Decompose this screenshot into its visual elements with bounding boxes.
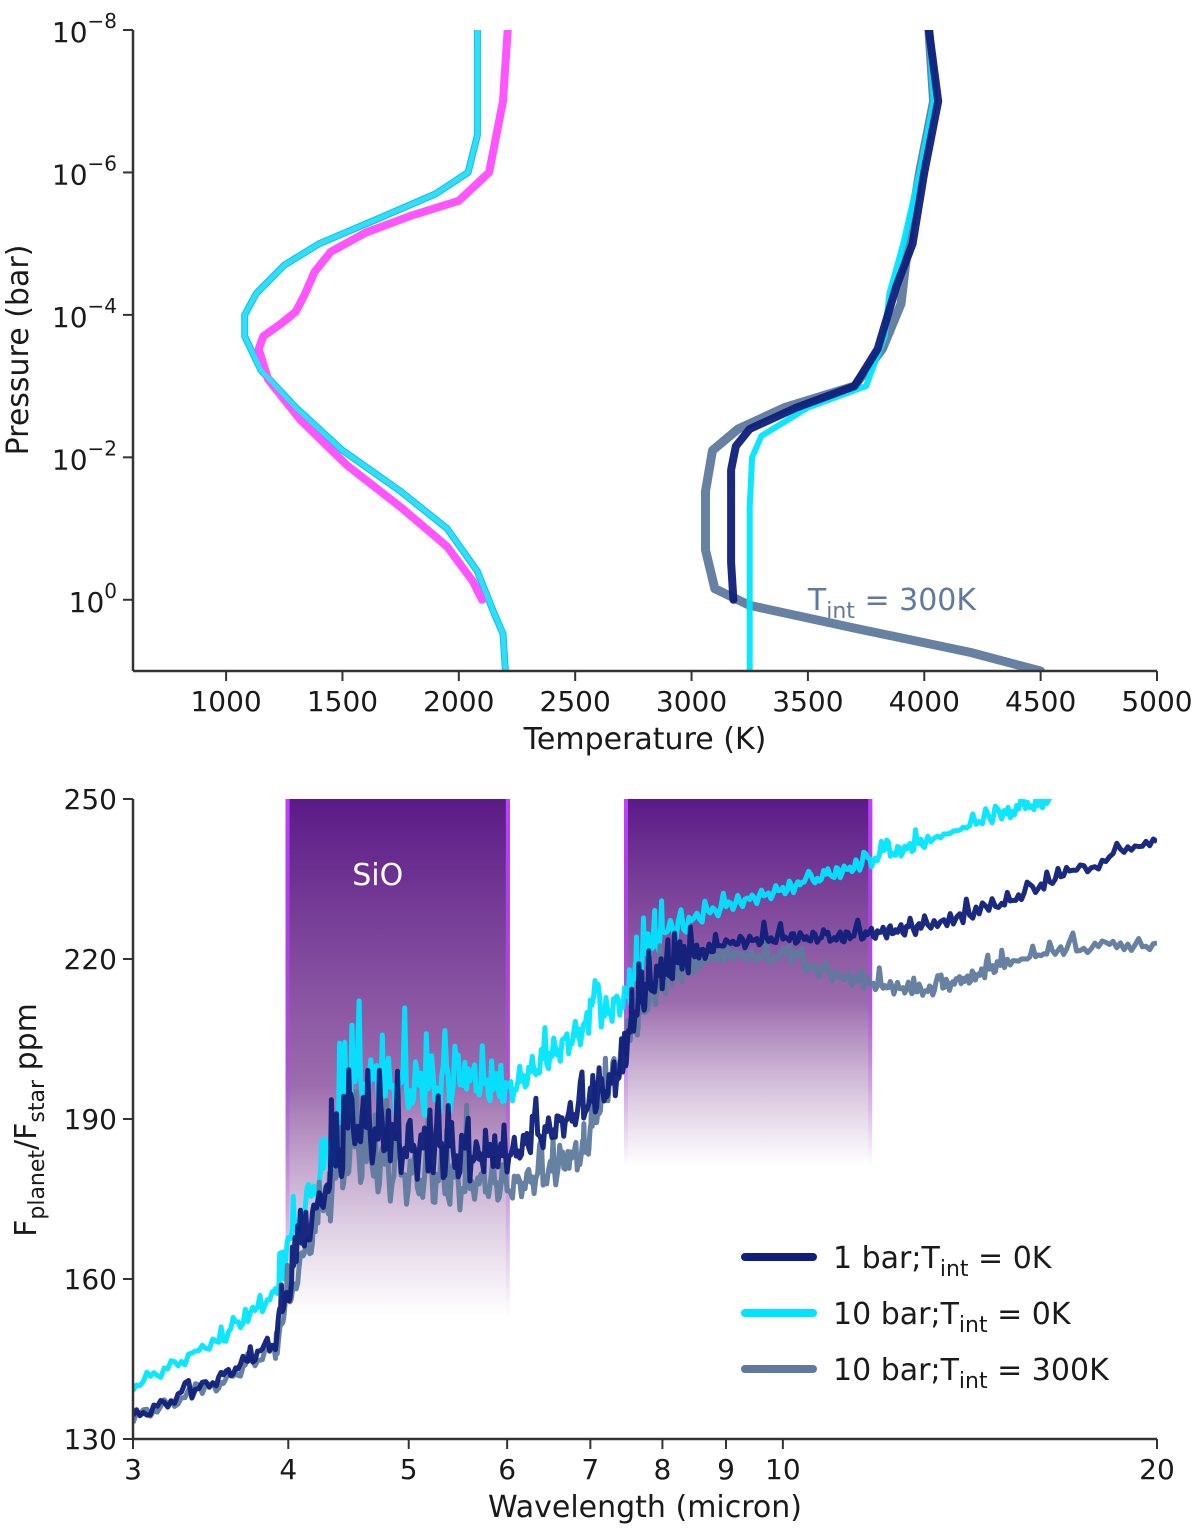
absorption-band-0: [285, 799, 510, 1317]
bottom-y-tick-label-4: 250: [64, 783, 117, 816]
top-x-tick-label-2: 2000: [423, 685, 494, 718]
top-y-tick-label-4: 100: [69, 579, 117, 619]
bottom-x-tick-label-1: 4: [279, 1453, 297, 1486]
bottom-x-tick-label-3: 6: [498, 1453, 516, 1486]
top-y-tick-label-0: 10−8: [52, 9, 117, 49]
bottom-x-tick-label-5: 8: [654, 1453, 672, 1486]
absorption-band-left-edge-0: [285, 799, 290, 1317]
band-label-0: SiO: [352, 858, 403, 893]
legend-label-1: 10 bar;Tint = 0K: [833, 1297, 1072, 1338]
legend: 1 bar;Tint = 0K 10 bar;Tint = 0K 10 bar;Ti…: [741, 1241, 1110, 1394]
bottom-series-line-0: [133, 799, 1054, 1393]
absorption-band-left-edge-1: [623, 799, 628, 1167]
top-x-tick-label-8: 5000: [1121, 685, 1192, 718]
ylabel-sub-planet: planet: [25, 1150, 50, 1220]
absorption-band-right-edge-0: [505, 799, 510, 1317]
ylabel-rest: ppm: [9, 1003, 44, 1080]
annotation-subscript: int: [826, 599, 855, 624]
bottom-x-tick-label-7: 10: [765, 1453, 801, 1486]
bottom-y-tick-label-1: 160: [64, 1263, 117, 1296]
top-y-tick-label-3: 10−2: [52, 436, 117, 476]
bottom-x-tick-label-8: 20: [1139, 1453, 1175, 1486]
bottom-axes: 3 4 5 6 7 8 9 10 20 130 160 190 220 250: [64, 783, 1175, 1486]
bottom-y-tick-label-0: 130: [64, 1423, 117, 1456]
legend-label-2: 10 bar;Tint = 300K: [833, 1353, 1110, 1394]
ylabel-sub-star: star: [25, 1079, 50, 1123]
top-x-tick-label-4: 3000: [656, 685, 727, 718]
top-series-group: [241, 30, 1046, 671]
top-series-line-3: [701, 30, 1046, 671]
tint-annotation: Tint = 300K: [807, 583, 977, 624]
emission-spectrum-chart: SiO 3 4 5 6 7 8 9 10 20 130 160 190 220 250 Wavelengt…: [9, 783, 1175, 1525]
ylabel-mid: /F: [9, 1123, 44, 1150]
top-x-tick-label-6: 4000: [889, 685, 960, 718]
top-series-line-4: [746, 30, 937, 671]
top-y-axis-label: Pressure (bar): [1, 245, 36, 456]
top-series-line-2: [242, 30, 508, 671]
absorption-bands: SiO: [285, 799, 873, 1317]
top-x-tick-label-5: 3500: [772, 685, 843, 718]
top-y-tick-label-2: 10−4: [52, 294, 117, 334]
bottom-y-axis-label: Fplanet/Fstar ppm: [9, 1003, 50, 1237]
top-y-tick-label-1: 10−6: [52, 151, 117, 191]
legend-label-0: 1 bar;Tint = 0K: [833, 1241, 1053, 1282]
annotation-rest: = 300K: [855, 583, 977, 618]
top-x-tick-label-1: 1500: [307, 685, 378, 718]
bottom-series-line-2: [133, 836, 1157, 1419]
top-series-line-5: [727, 30, 943, 604]
top-x-tick-label-0: 1000: [190, 685, 261, 718]
bottom-x-tick-label-0: 3: [124, 1453, 142, 1486]
bottom-x-tick-label-4: 7: [581, 1453, 599, 1486]
top-x-tick-label-3: 2500: [540, 685, 611, 718]
bottom-x-axis-label: Wavelength (micron): [488, 1490, 802, 1525]
bottom-x-tick-label-6: 9: [717, 1453, 735, 1486]
top-series-line-1: [254, 30, 512, 604]
bottom-y-tick-label-3: 220: [64, 943, 117, 976]
bottom-series-group: [133, 799, 1157, 1424]
temperature-pressure-chart: 1000 1500 2000 2500 3000 3500 4000 4500 5000 10−8…: [1, 9, 1193, 757]
bottom-y-tick-label-2: 190: [64, 1103, 117, 1136]
bottom-x-tick-label-2: 5: [400, 1453, 418, 1486]
top-x-axis-label: Temperature (K): [523, 722, 767, 757]
top-x-tick-label-7: 4500: [1005, 685, 1076, 718]
top-axes: 1000 1500 2000 2500 3000 3500 4000 4500 5000 10−8…: [52, 9, 1193, 718]
